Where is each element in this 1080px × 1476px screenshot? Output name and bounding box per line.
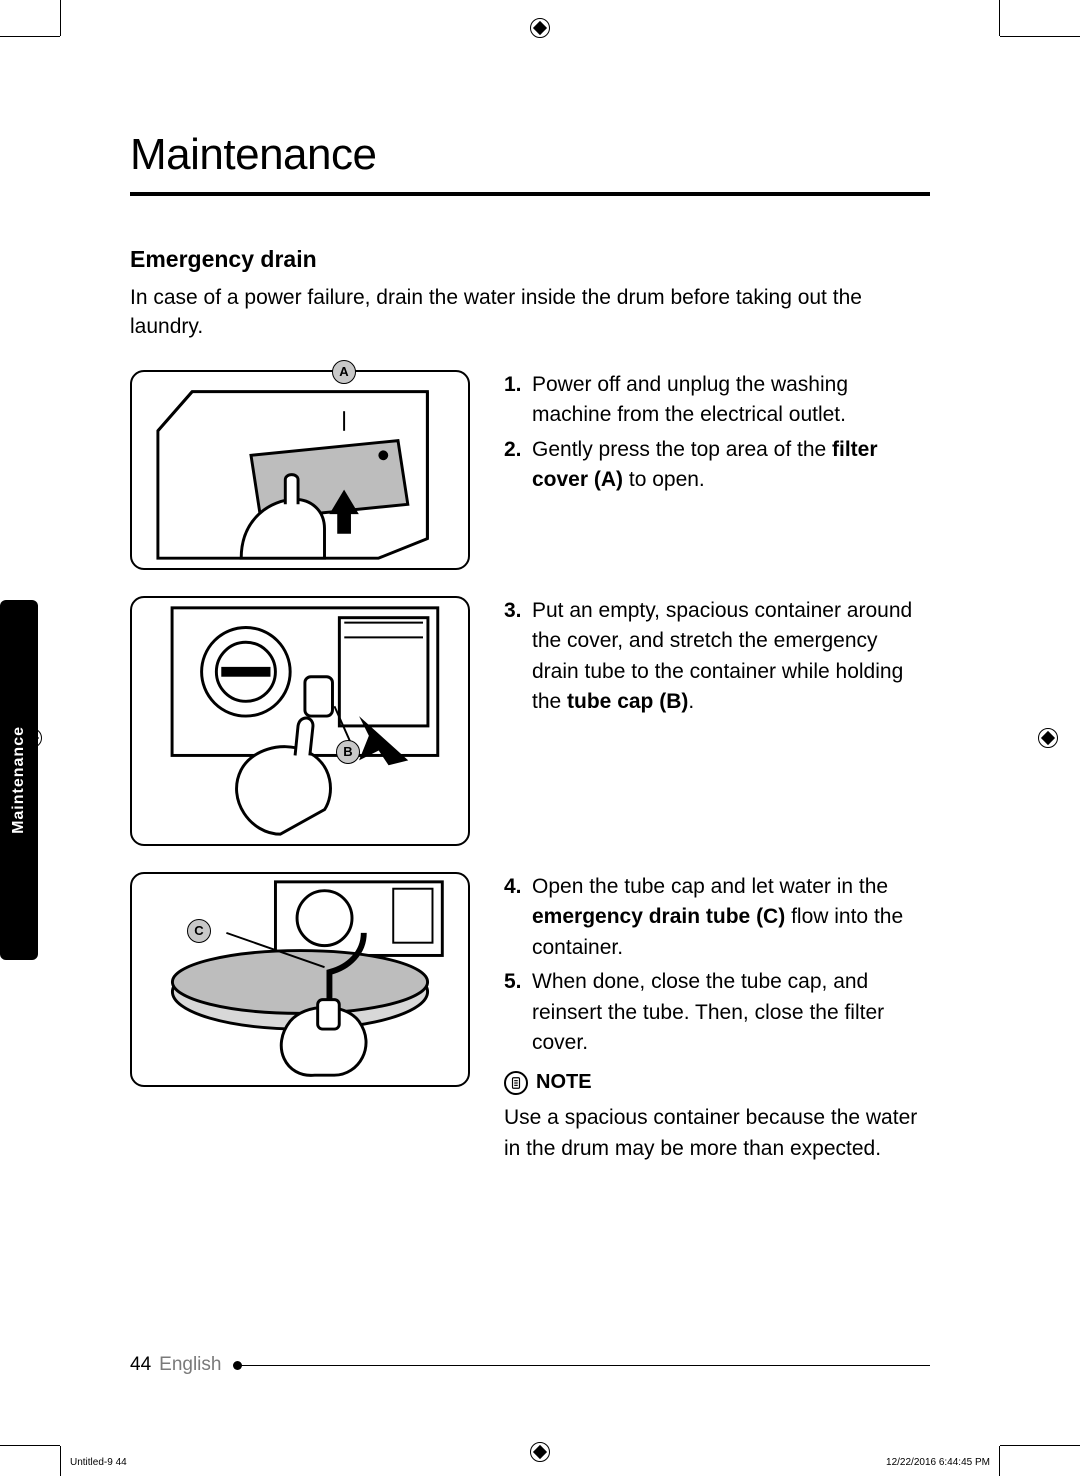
step-bold-term: emergency drain tube (C): [532, 905, 785, 928]
step-row-3: C 4.Open the tube cap and let water in t…: [130, 872, 930, 1165]
trim-mark: [60, 1446, 61, 1476]
meta-filename: Untitled-9 44: [70, 1457, 127, 1468]
page-title: Maintenance: [130, 130, 930, 196]
step-item: 3.Put an empty, spacious container aroun…: [504, 596, 930, 718]
section-heading: Emergency drain: [130, 246, 930, 273]
step-text: Put an empty, spacious container around …: [532, 596, 930, 718]
note-label: NOTE: [536, 1068, 592, 1097]
step-item: 1.Power off and unplug the washing machi…: [504, 370, 930, 431]
step-number: 3.: [504, 596, 526, 718]
note-text: Use a spacious container because the wat…: [504, 1103, 930, 1164]
page-content: Maintenance Emergency drain In case of a…: [130, 130, 930, 1376]
step-bold-term: tube cap (B): [567, 690, 688, 713]
trim-mark: [60, 0, 61, 36]
step-item: 5.When done, close the tube cap, and rei…: [504, 967, 930, 1058]
step-text: Power off and unplug the washing machine…: [532, 370, 930, 431]
reg-mark-bottom: [530, 1442, 550, 1462]
illustration-a: [132, 372, 468, 568]
figure-b: B: [130, 596, 470, 846]
step-number: 4.: [504, 872, 526, 963]
step-row-1: A 1.Power off and unplug the washing mac…: [130, 370, 930, 570]
callout-a: A: [332, 360, 356, 384]
step-item: 4.Open the tube cap and let water in the…: [504, 872, 930, 963]
figure-a: A: [130, 370, 470, 570]
steps-text-1: 1.Power off and unplug the washing machi…: [504, 370, 930, 500]
trim-mark: [1000, 1445, 1080, 1446]
meta-timestamp: 12/22/2016 6:44:45 PM: [886, 1457, 990, 1468]
trim-mark: [999, 1446, 1000, 1476]
step-row-2: B 3.Put an empty, spacious container aro…: [130, 596, 930, 846]
step-bold-term: filter cover (A): [532, 438, 878, 491]
section-tab: Maintenance: [0, 600, 38, 960]
page-footer: 44 English: [130, 1354, 930, 1376]
intro-text: In case of a power failure, drain the wa…: [130, 283, 930, 342]
trim-mark: [0, 1445, 60, 1446]
reg-mark-top: [530, 18, 550, 38]
steps-text-2: 3.Put an empty, spacious container aroun…: [504, 596, 930, 722]
callout-c: C: [187, 919, 211, 943]
step-number: 1.: [504, 370, 526, 431]
step-text: When done, close the tube cap, and reins…: [532, 967, 930, 1058]
trim-mark: [0, 36, 60, 37]
footer-rule: [239, 1365, 930, 1366]
note-heading: NOTE: [504, 1068, 930, 1097]
step-text: Open the tube cap and let water in the e…: [532, 872, 930, 963]
step-item: 2.Gently press the top area of the filte…: [504, 435, 930, 496]
page-number: 44: [130, 1354, 151, 1376]
step-number: 5.: [504, 967, 526, 1058]
illustration-c: [132, 874, 468, 1085]
step-number: 2.: [504, 435, 526, 496]
language-label: English: [159, 1354, 221, 1376]
callout-b: B: [336, 740, 360, 764]
steps-text-3: 4.Open the tube cap and let water in the…: [504, 872, 930, 1165]
section-tab-label: Maintenance: [10, 726, 28, 834]
trim-mark: [1000, 36, 1080, 37]
step-text: Gently press the top area of the filter …: [532, 435, 930, 496]
illustration-b: [132, 598, 468, 844]
trim-mark: [999, 0, 1000, 36]
note-icon: [504, 1071, 528, 1095]
reg-mark-right: [1038, 728, 1058, 748]
figure-c: C: [130, 872, 470, 1087]
